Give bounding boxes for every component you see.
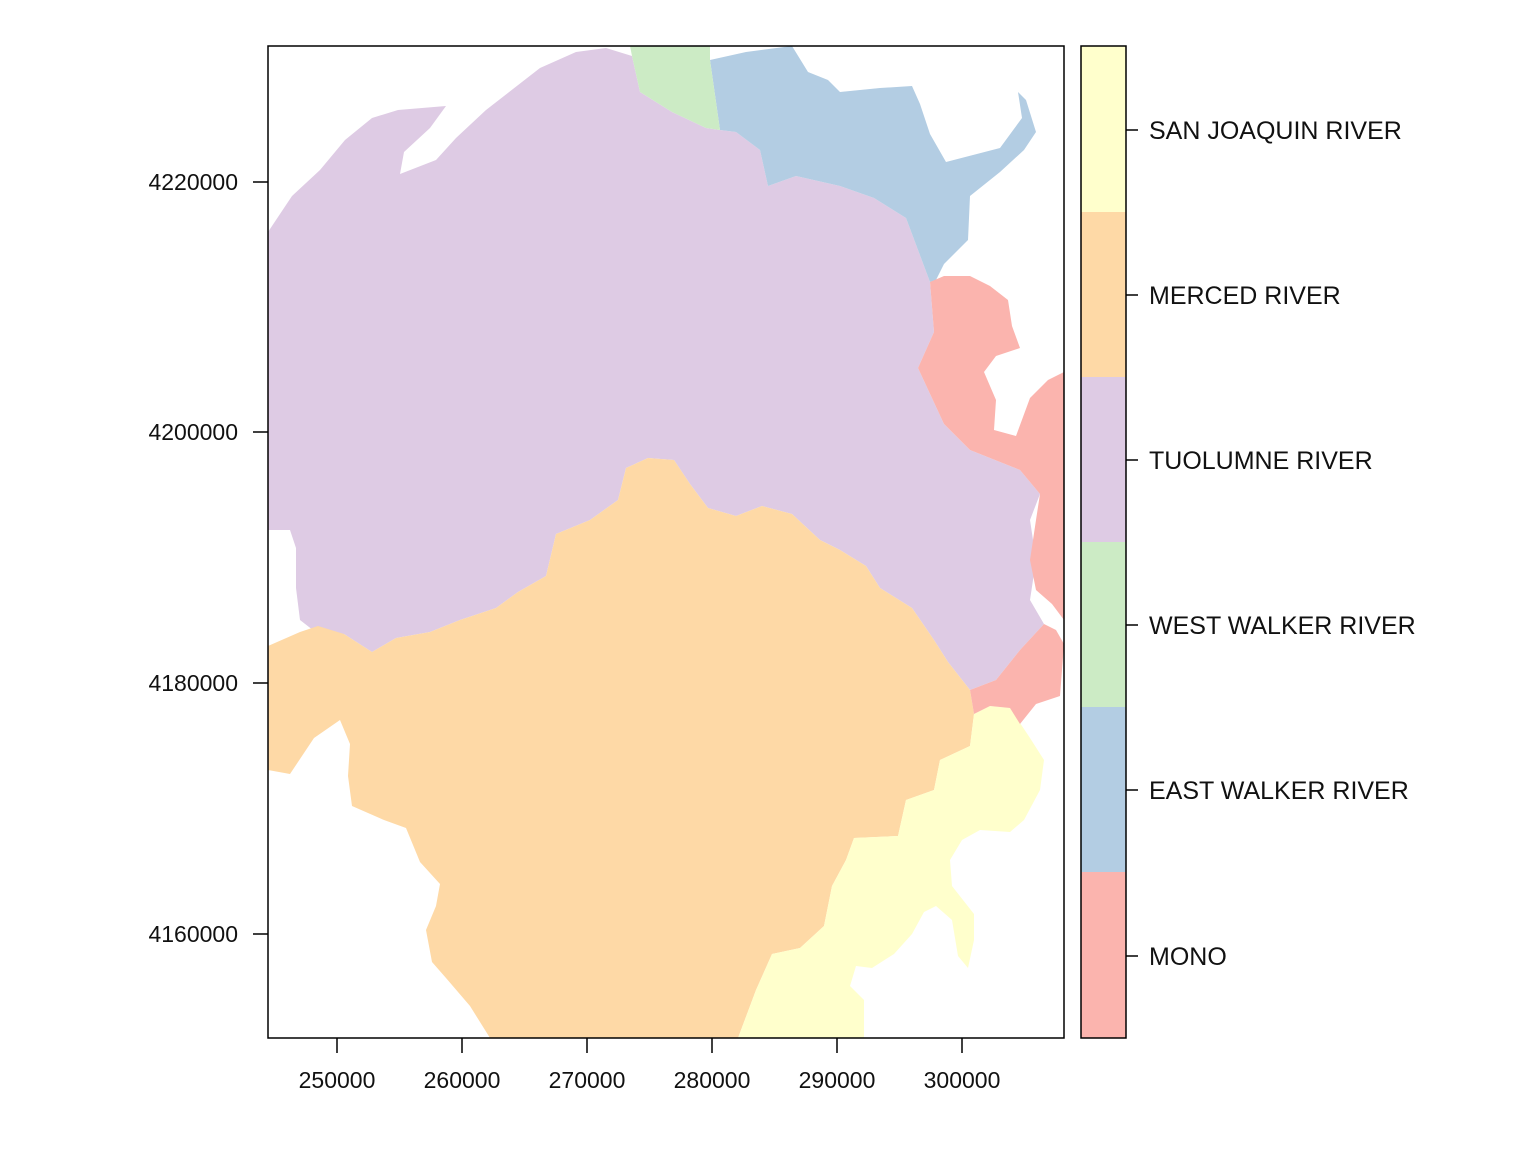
legend-frame bbox=[1080, 45, 1127, 1039]
legend-swatch-san-joaquin-river bbox=[1081, 46, 1126, 212]
legend-label-tuolumne-river: TUOLUMNE RIVER bbox=[1149, 447, 1373, 475]
region-san-joaquin-river bbox=[738, 706, 1044, 1038]
region-mono-lower bbox=[970, 624, 1064, 724]
legend-label-west-walker-river: WEST WALKER RIVER bbox=[1149, 612, 1416, 640]
region-mono-upper bbox=[918, 276, 1064, 620]
legend-label-merced-river: MERCED RIVER bbox=[1149, 282, 1341, 310]
x-tick-label: 280000 bbox=[674, 1067, 751, 1093]
x-tick-label: 260000 bbox=[424, 1067, 501, 1093]
x-tick-label: 270000 bbox=[549, 1067, 626, 1093]
x-axis: 250000 260000 270000 280000 290000 30000… bbox=[299, 1038, 1001, 1093]
legend-label-mono: MONO bbox=[1149, 943, 1227, 971]
region-tuolumne-river bbox=[268, 48, 1044, 690]
x-tick-label: 250000 bbox=[299, 1067, 376, 1093]
region-east-walker-river bbox=[710, 46, 1036, 282]
region-merced-river bbox=[268, 458, 974, 1038]
y-tick-label: 4160000 bbox=[148, 921, 238, 947]
legend-swatch-east-walker-river bbox=[1081, 707, 1126, 872]
map-frame bbox=[267, 45, 1065, 1039]
x-tick-label: 300000 bbox=[924, 1067, 1001, 1093]
y-axis: 4160000 4180000 4200000 4220000 bbox=[148, 169, 268, 947]
y-tick-label: 4180000 bbox=[148, 670, 238, 696]
map-raster bbox=[268, 46, 1064, 1038]
y-tick-label: 4220000 bbox=[148, 169, 238, 195]
legend-label-east-walker-river: EAST WALKER RIVER bbox=[1149, 777, 1409, 805]
y-tick-label: 4200000 bbox=[148, 419, 238, 445]
legend-swatch-mono bbox=[1081, 872, 1126, 1038]
region-west-walker-river bbox=[630, 46, 720, 130]
legend: SAN JOAQUIN RIVER MERCED RIVER TUOLUMNE … bbox=[1080, 45, 1416, 1039]
legend-swatch-tuolumne-river bbox=[1081, 377, 1126, 542]
legend-label-san-joaquin-river: SAN JOAQUIN RIVER bbox=[1149, 117, 1402, 145]
legend-swatch-merced-river bbox=[1081, 212, 1126, 377]
legend-swatch-west-walker-river bbox=[1081, 542, 1126, 707]
x-tick-label: 290000 bbox=[799, 1067, 876, 1093]
